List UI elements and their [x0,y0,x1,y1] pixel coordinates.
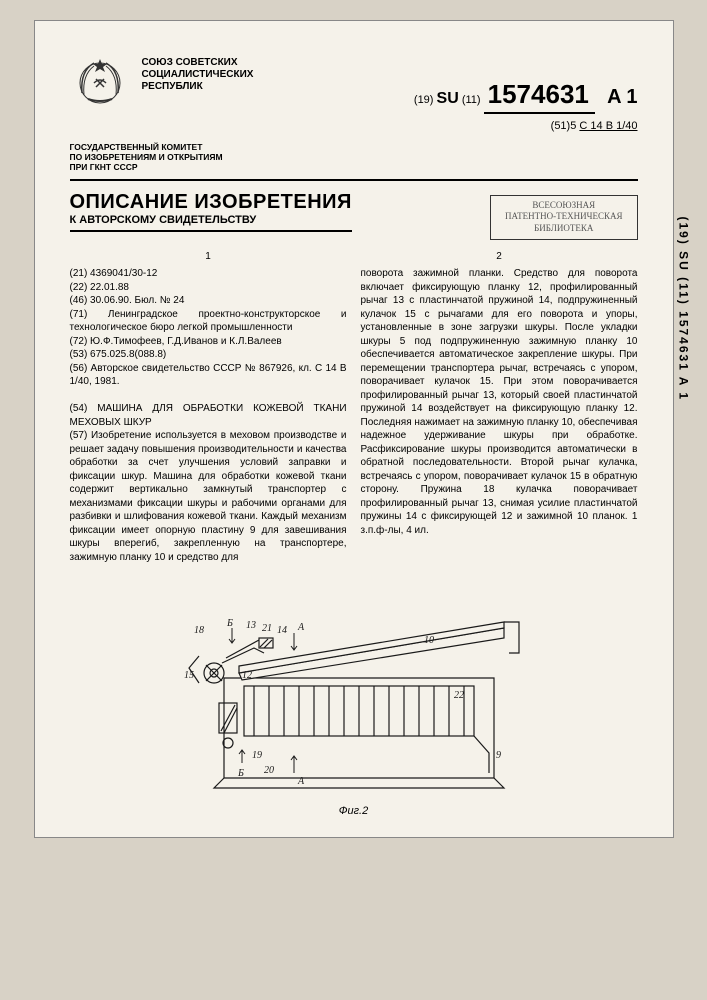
library-stamp: ВСЕСОЮЗНАЯ ПАТЕНТНО-ТЕХНИЧЕСКАЯ БИБЛИОТЕ… [490,195,638,240]
side-doc-code: (19) SU (11) 1574631 A 1 [677,216,691,401]
figure-2: 18 Б 13 21 14 А 10 15 12 22 Б 19 20 А 9 … [70,578,638,817]
title-sub: К АВТОРСКОМУ СВИДЕТЕЛЬСТВУ [70,214,352,232]
field-53: (53) 675.025.8(088.8) [70,348,347,362]
callout-20: 20 [264,765,274,776]
stamp-line-3: БИБЛИОТЕКА [505,223,623,235]
classification-line: (51)5 С 14 В 1/40 [70,120,638,132]
union-text: СОЮЗ СОВЕТСКИХ СОЦИАЛИСТИЧЕСКИХ РЕСПУБЛИ… [142,51,254,93]
kind-code: A 1 [607,86,637,108]
callout-21: 21 [262,623,272,634]
callout-12: 12 [242,670,252,681]
callout-14: 14 [277,625,287,636]
figure-2-drawing: 18 Б 13 21 14 А 10 15 12 22 Б 19 20 А 9 [164,578,544,798]
field-56: (56) Авторское свидетельство СССР № 8679… [70,362,347,389]
field-72: (72) Ю.Ф.Тимофеев, Г.Д.Иванов и К.Л.Вале… [70,335,347,349]
classification-code: С 14 В 1/40 [579,120,637,132]
callout-22: 22 [454,690,464,701]
ussr-emblem-icon [70,51,130,111]
stamp-line-1: ВСЕСОЮЗНАЯ [505,200,623,212]
code-prefix-19: (19) [414,94,434,106]
field-54-title: (54) МАШИНА ДЛЯ ОБРАБОТКИ КОЖЕВОЙ ТКАНИ … [70,402,347,429]
callout-10: 10 [424,635,434,646]
callout-9: 9 [496,750,501,761]
callout-a-top: А [297,622,305,633]
field-22: (22) 22.01.88 [70,281,347,295]
callout-a-bot: А [297,776,305,787]
field-21: (21) 4369041/30-12 [70,267,347,281]
col-1-number: 1 [70,250,347,264]
committee-text: ГОСУДАРСТВЕННЫЙ КОМИТЕТ ПО ИЗОБРЕТЕНИЯМ … [70,142,638,181]
code-prefix-11: (11) [462,94,481,106]
callout-13: 13 [246,620,256,631]
doc-number: 1574631 [484,79,595,114]
callout-b-top: Б [226,618,233,629]
title-main: ОПИСАНИЕ ИЗОБРЕТЕНИЯ [70,191,352,214]
stamp-line-2: ПАТЕНТНО-ТЕХНИЧЕСКАЯ [505,211,623,223]
callout-19: 19 [252,750,262,761]
callout-15: 15 [184,670,194,681]
field-71: (71) Ленинградское проектно-конструкторс… [70,308,347,335]
classification-prefix: (51)5 [551,120,577,132]
callout-18: 18 [194,625,204,636]
figure-label: Фиг.2 [70,805,638,817]
col-2-text: поворота зажимной планки. Средство для п… [361,267,638,537]
col-2-number: 2 [361,250,638,264]
country-code: SU [437,90,459,107]
field-46: (46) 30.06.90. Бюл. № 24 [70,294,347,308]
column-2: 2 поворота зажимной планки. Средство для… [361,250,638,565]
callout-b-bot: Б [237,768,244,779]
body-columns: 1 (21) 4369041/30-12 (22) 22.01.88 (46) … [70,250,638,565]
field-57-abstract: (57) Изобретение используется в меховом … [70,429,347,564]
column-1: 1 (21) 4369041/30-12 (22) 22.01.88 (46) … [70,250,347,565]
